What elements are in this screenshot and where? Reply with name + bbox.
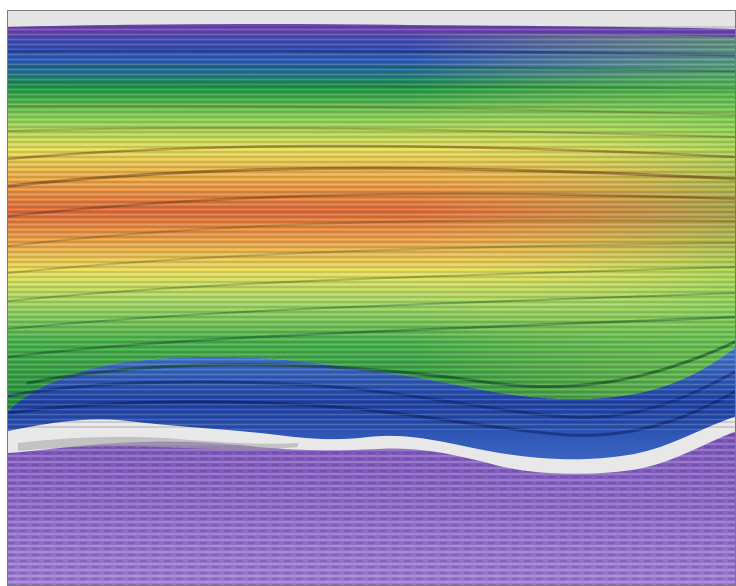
basement-grey (18, 436, 298, 451)
seismic-section-image (8, 11, 735, 585)
amplitude-texture (8, 25, 735, 431)
seismic-section-panel (7, 10, 736, 586)
